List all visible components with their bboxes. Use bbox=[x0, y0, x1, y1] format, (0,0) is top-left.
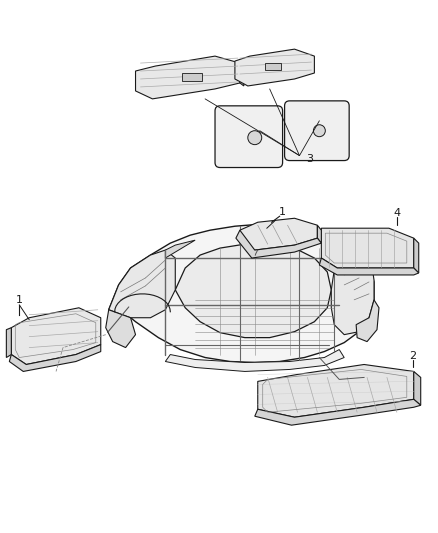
Polygon shape bbox=[414, 372, 421, 405]
Polygon shape bbox=[175, 244, 331, 337]
Text: 1: 1 bbox=[16, 295, 23, 305]
FancyBboxPatch shape bbox=[285, 101, 349, 160]
Polygon shape bbox=[319, 258, 419, 275]
Polygon shape bbox=[135, 56, 240, 99]
Polygon shape bbox=[235, 49, 314, 86]
Text: 2: 2 bbox=[409, 351, 417, 360]
Polygon shape bbox=[106, 310, 135, 348]
Polygon shape bbox=[11, 308, 101, 365]
Polygon shape bbox=[165, 240, 195, 258]
FancyBboxPatch shape bbox=[215, 106, 283, 167]
Polygon shape bbox=[7, 328, 11, 358]
Polygon shape bbox=[356, 300, 379, 342]
Text: 3: 3 bbox=[306, 154, 313, 164]
Text: 4: 4 bbox=[393, 208, 400, 219]
Polygon shape bbox=[318, 225, 321, 243]
Circle shape bbox=[314, 125, 325, 136]
Polygon shape bbox=[236, 230, 321, 258]
Polygon shape bbox=[109, 224, 374, 362]
Polygon shape bbox=[331, 253, 374, 335]
Polygon shape bbox=[165, 350, 344, 372]
Circle shape bbox=[248, 131, 262, 144]
Text: 1: 1 bbox=[279, 207, 286, 217]
Polygon shape bbox=[258, 365, 414, 417]
Bar bbox=[265, 63, 281, 70]
Polygon shape bbox=[414, 238, 419, 273]
Polygon shape bbox=[255, 399, 421, 425]
Polygon shape bbox=[109, 250, 175, 318]
Polygon shape bbox=[240, 218, 318, 250]
Polygon shape bbox=[240, 63, 244, 86]
Polygon shape bbox=[9, 345, 101, 372]
Bar bbox=[182, 73, 202, 81]
Polygon shape bbox=[321, 228, 414, 268]
